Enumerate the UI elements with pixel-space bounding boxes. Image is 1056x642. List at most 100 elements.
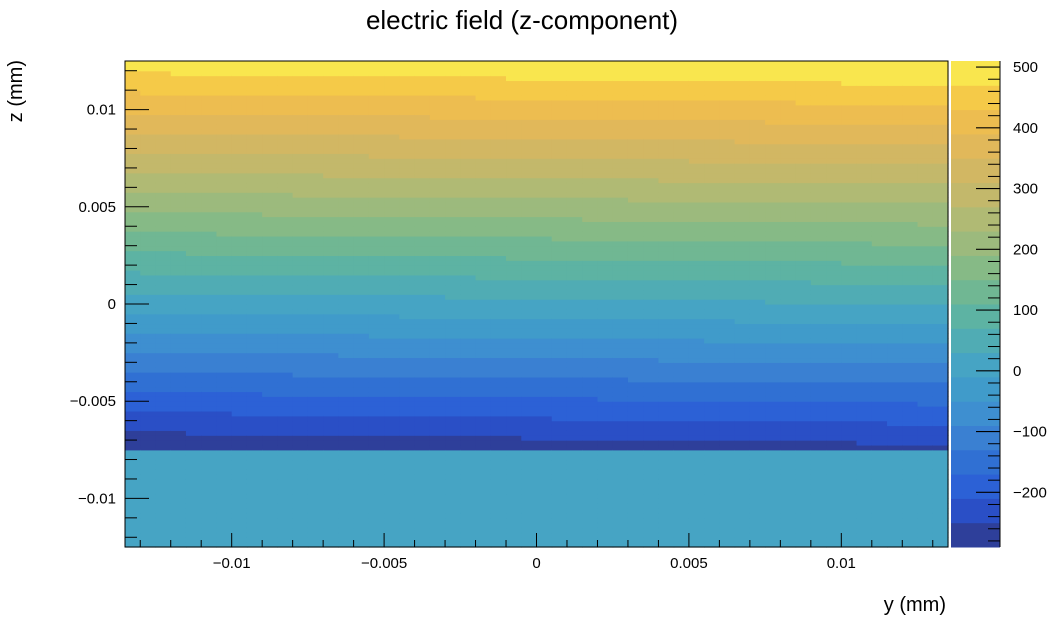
heatmap-cell [384,493,400,499]
heatmap-cell [155,488,172,495]
heatmap-cell [231,138,248,145]
heatmap-cell [582,201,599,208]
heatmap-cell [170,372,187,378]
heatmap-cell [566,99,583,106]
heatmap-cell [719,299,736,305]
heatmap-cell [323,347,339,354]
heatmap-cell [246,265,263,271]
heatmap-cell [384,299,400,305]
heatmap-cell [810,75,827,82]
heatmap-cell [338,425,355,431]
heatmap-cell [521,406,538,412]
heatmap-cell [185,430,202,436]
heatmap-cell [475,474,492,480]
heatmap-cell [399,313,416,320]
heatmap-cell [780,376,797,383]
heatmap-cell [658,420,675,427]
heatmap-cell [871,415,888,422]
heatmap-cell [780,498,797,504]
heatmap-cell [368,333,385,339]
heatmap-cell [353,70,370,77]
heatmap-cell [277,206,294,213]
heatmap-cell [368,386,385,393]
heatmap-cell [368,464,385,470]
heatmap-cell [643,289,660,295]
heatmap-cell [582,70,599,77]
heatmap-cell [216,119,233,125]
heatmap-cell [292,265,309,271]
heatmap-cell [536,537,553,543]
heatmap-cell [551,182,568,188]
heatmap-cell [445,440,461,446]
heatmap-cell [810,153,827,159]
heatmap-cell [551,61,568,67]
heatmap-cell [673,299,690,305]
heatmap-cell [719,338,736,344]
heatmap-cell [826,420,842,427]
heatmap-cell [292,284,309,291]
heatmap-cell [399,235,416,242]
heatmap-cell [734,391,751,397]
heatmap-cell [125,512,141,519]
heatmap-cell [262,192,279,198]
heatmap-cell [734,304,751,310]
heatmap-cell [216,522,233,529]
heatmap-cell [673,357,690,363]
heatmap-cell [277,235,294,242]
heatmap-cell [490,478,507,485]
heatmap-cell [201,517,218,524]
heatmap-cell [719,206,736,213]
heatmap-cell [780,459,797,465]
heatmap-cell [292,488,309,495]
heatmap-cell [262,138,279,145]
heatmap-cell [826,235,842,242]
heatmap-cell [734,216,751,222]
heatmap-cell [445,304,461,310]
heatmap-cell [506,376,522,383]
heatmap-cell [566,381,583,388]
heatmap-cell [445,61,461,67]
heatmap-cell [246,372,263,378]
heatmap-cell [566,410,583,417]
heatmap-cell [353,313,370,320]
heatmap-cell [460,167,477,174]
heatmap-cell [749,406,766,412]
heatmap-cell [246,129,263,135]
heatmap-cell [719,357,736,363]
heatmap-cell [734,119,751,125]
heatmap-cell [719,90,736,96]
heatmap-cell [170,260,187,266]
heatmap-cell [643,522,660,529]
heatmap-cell [246,216,263,222]
heatmap-cell [231,435,248,441]
heatmap-cell [231,201,248,208]
heatmap-cell [536,444,553,451]
heatmap-cell [170,129,187,135]
heatmap-cell [719,410,736,417]
heatmap-cell [384,85,400,91]
heatmap-cell [185,158,202,164]
heatmap-cell [810,158,827,164]
heatmap-cell [490,235,507,242]
heatmap-cell [140,197,157,203]
heatmap-cell [856,90,873,96]
heatmap-cell [368,323,385,329]
heatmap-cell [155,80,172,86]
heatmap-cell [536,138,553,145]
heatmap-cell [704,333,720,339]
heatmap-cell [307,250,324,256]
heatmap-cell [140,362,157,368]
heatmap-cell [506,333,522,339]
heatmap-cell [185,269,202,276]
heatmap-cell [643,206,660,213]
heatmap-cell [353,143,370,150]
heatmap-cell [429,503,446,509]
heatmap-cell [627,512,644,519]
heatmap-cell [460,386,477,393]
heatmap-cell [658,313,675,320]
heatmap-cell [185,508,202,514]
heatmap-cell [749,308,766,315]
heatmap-cell [292,323,309,329]
heatmap-cell [871,206,888,213]
heatmap-cell [826,459,842,465]
